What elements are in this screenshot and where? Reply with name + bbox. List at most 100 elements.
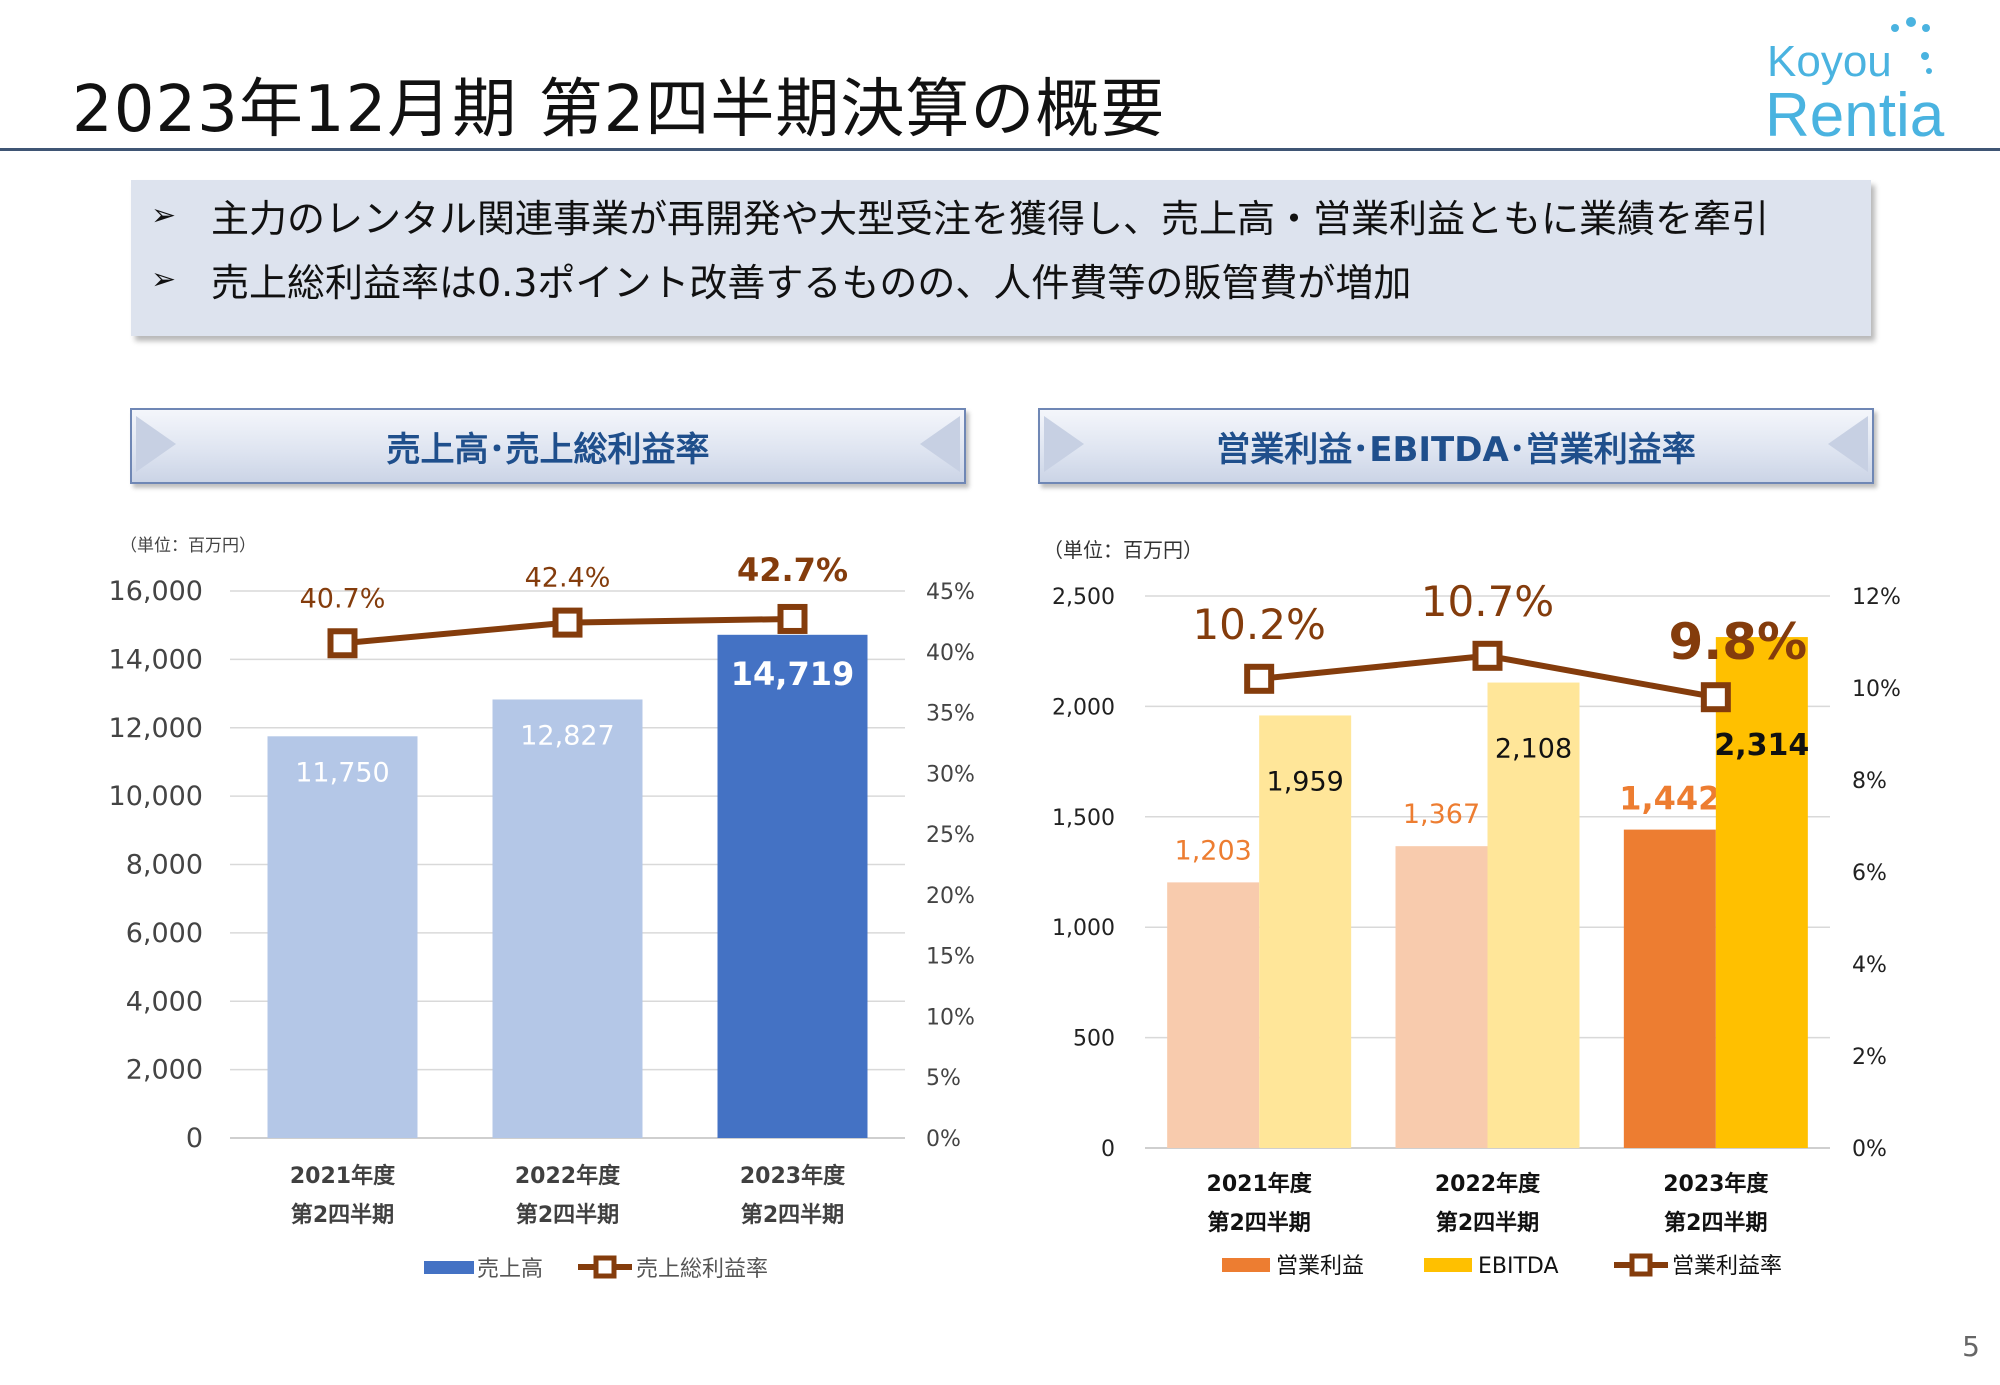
bar-ebitda bbox=[1715, 637, 1808, 1148]
summary-bullet: ➢ 売上総利益率は0.3ポイント改善するものの、人件費等の販管費が増加 bbox=[151, 252, 1411, 307]
arrow-right-icon: ➢ bbox=[151, 262, 177, 297]
y-tick-label: 0 bbox=[1101, 1137, 1115, 1162]
bar-ebitda bbox=[1487, 682, 1580, 1148]
y-tick-label: 10,000 bbox=[109, 781, 203, 812]
y2-tick-label: 15% bbox=[926, 945, 975, 970]
y2-tick-label: 20% bbox=[926, 884, 975, 909]
bar-data-label: 14,719 bbox=[731, 655, 854, 693]
legend-label: 営業利益率 bbox=[1672, 1254, 1782, 1279]
logo-dot-icon bbox=[1921, 52, 1929, 60]
legend-swatch-ebitda bbox=[1424, 1258, 1472, 1272]
bar-sales bbox=[717, 634, 868, 1138]
summary-bullet-text: 売上総利益率は0.3ポイント改善するものの、人件費等の販管費が増加 bbox=[211, 261, 1412, 305]
y2-tick-label: 12% bbox=[1852, 585, 1901, 610]
line-marker bbox=[1700, 682, 1731, 713]
summary-bullet: ➢ 主力のレンタル関連事業が再開発や大型受注を獲得し、売上高・営業利益ともに業績… bbox=[151, 188, 1769, 243]
arrow-right-icon: ➢ bbox=[151, 198, 177, 233]
y2-tick-label: 10% bbox=[1852, 677, 1901, 702]
x-tick-label: 第2四半期 bbox=[291, 1202, 394, 1228]
logo-bottom-text: Rentia bbox=[1765, 81, 1945, 146]
y-tick-label: 8,000 bbox=[126, 850, 203, 881]
y2-tick-label: 10% bbox=[926, 1005, 975, 1030]
page-title: 2023年12月期 第2四半期決算の概要 bbox=[72, 73, 1166, 147]
logo-top-text: Koyou bbox=[1767, 37, 1892, 86]
x-tick-label: 2023年度 bbox=[1663, 1171, 1769, 1197]
x-tick-label: 第2四半期 bbox=[741, 1202, 844, 1228]
line-data-label: 10.2% bbox=[1192, 600, 1325, 649]
bar-data-label: 1,442 bbox=[1619, 780, 1720, 818]
line-data-label: 42.7% bbox=[737, 551, 848, 589]
x-tick-label: 2021年度 bbox=[1207, 1171, 1313, 1197]
y2-tick-label: 40% bbox=[926, 641, 975, 666]
x-tick-label: 2022年度 bbox=[1435, 1171, 1541, 1197]
legend-label: 売上総利益率 bbox=[636, 1257, 768, 1282]
y-tick-label: 0 bbox=[186, 1123, 203, 1154]
logo-dot-icon bbox=[1922, 24, 1930, 32]
y-tick-label: 14,000 bbox=[109, 644, 203, 675]
line-marker bbox=[777, 603, 808, 634]
y-tick-label: 2,000 bbox=[126, 1055, 203, 1086]
line-data-label: 9.8% bbox=[1668, 613, 1807, 671]
bar-operating-income bbox=[1395, 846, 1488, 1148]
y-tick-label: 4,000 bbox=[126, 986, 203, 1017]
y2-tick-label: 2% bbox=[1852, 1045, 1887, 1070]
y2-tick-label: 30% bbox=[926, 762, 975, 787]
bar-sales bbox=[267, 736, 418, 1138]
y2-tick-label: 25% bbox=[926, 823, 975, 848]
x-tick-label: 第2四半期 bbox=[1664, 1210, 1767, 1236]
y-tick-label: 1,500 bbox=[1052, 806, 1115, 831]
y-tick-label: 12,000 bbox=[109, 713, 203, 744]
line-data-label: 10.7% bbox=[1421, 577, 1554, 626]
chart-banner-operating-income: 営業利益･EBITDA･営業利益率 bbox=[1038, 408, 1874, 484]
sales-chart: （単位：百万円） 0 2,000 4,000 6,000 8,000 10,000 12,00… bbox=[109, 536, 975, 1282]
legend-label: 営業利益 bbox=[1276, 1254, 1364, 1279]
bar-data-label: 1,203 bbox=[1175, 835, 1252, 866]
line-marker bbox=[552, 607, 583, 638]
chart-banner-label: 売上高･売上総利益率 bbox=[386, 429, 710, 470]
x-tick-label: 2023年度 bbox=[740, 1163, 846, 1189]
x-tick-label: 第2四半期 bbox=[1436, 1210, 1539, 1236]
x-tick-label: 第2四半期 bbox=[1208, 1210, 1311, 1236]
bar-data-label: 11,750 bbox=[295, 757, 389, 788]
logo-dot-icon bbox=[1926, 68, 1932, 74]
x-tick-label: 第2四半期 bbox=[516, 1202, 619, 1228]
bar-data-label: 1,367 bbox=[1403, 799, 1480, 830]
legend-swatch-sales bbox=[424, 1261, 474, 1274]
y2-tick-label: 0% bbox=[1852, 1137, 1887, 1162]
bar-sales bbox=[492, 699, 643, 1138]
y2-tick-label: 45% bbox=[926, 580, 975, 605]
y2-tick-label: 0% bbox=[926, 1127, 961, 1152]
line-marker bbox=[1244, 663, 1275, 694]
line-marker bbox=[327, 628, 358, 659]
bar-data-label: 2,108 bbox=[1495, 734, 1572, 765]
title-divider bbox=[0, 148, 2000, 151]
line-data-label: 42.4% bbox=[525, 563, 611, 594]
bar-operating-income bbox=[1167, 882, 1260, 1148]
y-tick-label: 2,000 bbox=[1052, 695, 1115, 720]
page-number: 5 bbox=[1962, 1330, 1980, 1363]
line-data-label: 40.7% bbox=[300, 583, 386, 614]
logo-dot-icon bbox=[1906, 17, 1916, 27]
legend-marker bbox=[1629, 1253, 1653, 1277]
bar-operating-income bbox=[1623, 829, 1716, 1148]
y-tick-label: 6,000 bbox=[126, 918, 203, 949]
y2-tick-label: 8% bbox=[1852, 769, 1887, 794]
bar-data-label: 12,827 bbox=[520, 720, 614, 751]
y2-tick-label: 35% bbox=[926, 702, 975, 727]
bar-ebitda bbox=[1259, 715, 1352, 1148]
line-marker bbox=[1472, 640, 1503, 671]
chart-banner-label: 営業利益･EBITDA･営業利益率 bbox=[1216, 429, 1696, 470]
unit-note: （単位：百万円） bbox=[120, 536, 256, 556]
logo-dot-icon bbox=[1891, 24, 1899, 32]
company-logo: Koyou Rentia bbox=[1765, 17, 1945, 146]
legend-label: 売上高 bbox=[477, 1257, 543, 1282]
summary-box: ➢ 主力のレンタル関連事業が再開発や大型受注を獲得し、売上高・営業利益ともに業績… bbox=[131, 180, 1871, 336]
x-tick-label: 2021年度 bbox=[290, 1163, 396, 1189]
y-tick-label: 1,000 bbox=[1052, 916, 1115, 941]
y2-tick-label: 6% bbox=[1852, 861, 1887, 886]
bar-data-label: 2,314 bbox=[1714, 728, 1809, 763]
y-tick-label: 16,000 bbox=[109, 576, 203, 607]
legend-label: EBITDA bbox=[1478, 1254, 1559, 1279]
chart-banner-sales: 売上高･売上総利益率 bbox=[130, 408, 966, 484]
